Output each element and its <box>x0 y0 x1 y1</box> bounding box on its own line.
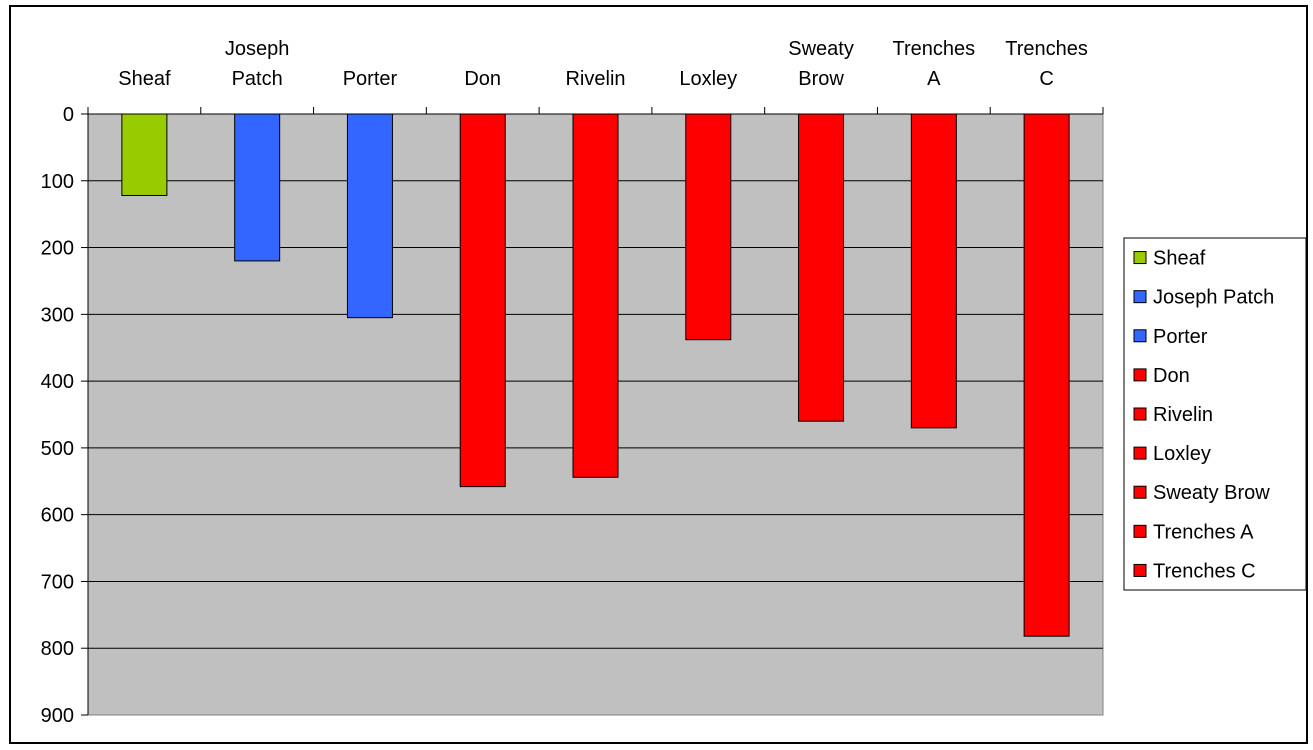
bars <box>121 113 1070 637</box>
legend-label: Sweaty Brow <box>1153 482 1270 504</box>
legend-label: Porter <box>1153 326 1208 348</box>
y-tick-label: 300 <box>41 304 74 326</box>
x-tick-label: Don <box>464 68 501 90</box>
y-tick-label: 0 <box>63 104 74 126</box>
legend-swatch <box>1133 290 1147 304</box>
legend-swatch <box>1133 485 1147 499</box>
y-tick-label: 100 <box>41 171 74 193</box>
legend-box <box>1123 237 1307 591</box>
bar <box>798 113 845 422</box>
x-tick-label: Loxley <box>679 68 737 90</box>
x-tick-label: A <box>927 68 941 90</box>
x-tick-label: C <box>1039 68 1053 90</box>
legend-swatch <box>1133 446 1147 460</box>
legend-label: Sheaf <box>1153 248 1206 270</box>
y-tick-label: 800 <box>41 638 74 660</box>
legend-swatch <box>1133 563 1147 577</box>
y-tick-label: 400 <box>41 371 74 393</box>
legend-label: Loxley <box>1153 443 1211 465</box>
bar <box>572 113 619 478</box>
x-tick-label: Sheaf <box>118 68 171 90</box>
legend-label: Trenches A <box>1153 521 1254 543</box>
bar <box>234 113 281 262</box>
y-tick-label: 600 <box>41 505 74 527</box>
y-tick-label: 700 <box>41 571 74 593</box>
bar <box>346 113 393 319</box>
legend-swatch <box>1133 329 1147 343</box>
x-tick-label: Porter <box>343 68 398 90</box>
y-tick-label: 900 <box>41 705 74 727</box>
x-tick-label: Trenches <box>893 38 976 60</box>
x-tick-label: Trenches <box>1005 38 1088 60</box>
legend-swatch <box>1133 524 1147 538</box>
bar <box>459 113 506 488</box>
legend-swatch <box>1133 251 1147 265</box>
y-tick-label: 500 <box>41 438 74 460</box>
bar <box>1023 113 1070 637</box>
legend-label: Rivelin <box>1153 404 1213 426</box>
x-tick-label: Sweaty <box>788 38 854 60</box>
x-tick-label: Patch <box>232 68 283 90</box>
bar <box>910 113 957 429</box>
y-tick-label: 200 <box>41 238 74 260</box>
legend-label: Don <box>1153 365 1190 387</box>
legend: Sheaf Joseph Patch Porter Don Rivelin Loxley S… <box>1123 237 1307 591</box>
bar <box>121 113 168 196</box>
x-tick-label: Joseph <box>225 38 290 60</box>
x-axis: Sheaf Joseph Patch Porter Don Rivelin Loxley Sw… <box>87 38 1104 115</box>
legend-label: Trenches C <box>1153 560 1256 582</box>
y-axis: 0 100 200 300 400 500 600 700 800 900 <box>41 104 89 727</box>
legend-swatch <box>1133 368 1147 382</box>
legend-label: Joseph Patch <box>1153 287 1274 309</box>
bar <box>685 113 732 341</box>
x-tick-label: Brow <box>798 68 844 90</box>
x-tick-label: Rivelin <box>565 68 625 90</box>
legend-swatch <box>1133 407 1147 421</box>
